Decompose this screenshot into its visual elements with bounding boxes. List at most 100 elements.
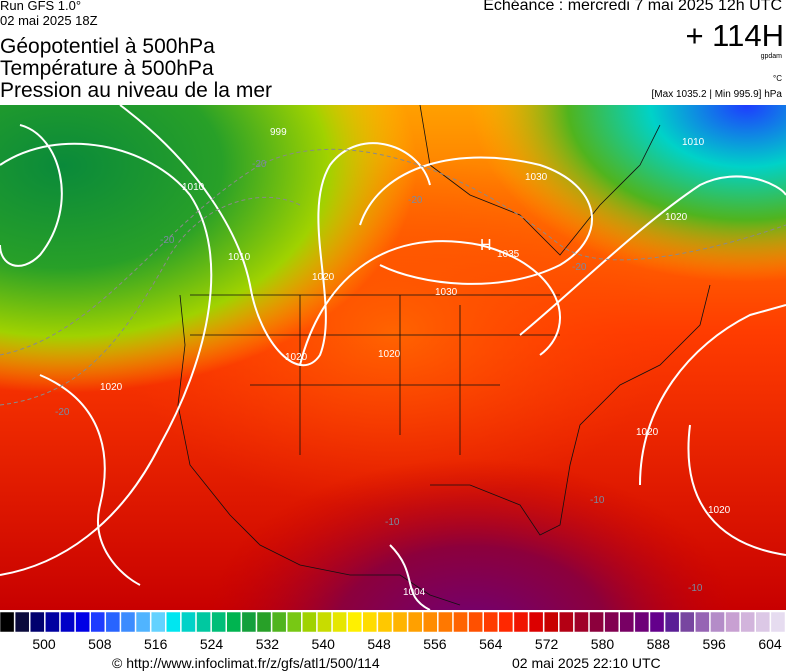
- temp-label: -10: [688, 583, 703, 594]
- colorbar-label: 572: [535, 636, 559, 652]
- high-value: 1035: [497, 249, 520, 260]
- color-swatch: [468, 611, 483, 633]
- isobars: [0, 105, 786, 610]
- temp-label: -20: [572, 262, 587, 273]
- temp-label: -20: [160, 235, 175, 246]
- color-swatch: [166, 611, 181, 633]
- temp-label: -20: [408, 195, 423, 206]
- color-swatch: [271, 611, 287, 633]
- isobar-label: 1020: [665, 212, 688, 223]
- colorbar-label: 532: [256, 636, 280, 652]
- color-swatch: [559, 611, 574, 633]
- color-swatch: [513, 611, 529, 633]
- echeance: Echéance : mercredi 7 mai 2025 12h UTC: [483, 0, 782, 14]
- isobar-label: 1020: [312, 272, 335, 283]
- color-swatch: [755, 611, 771, 633]
- colorbar-label: 596: [702, 636, 726, 652]
- color-swatch: [196, 611, 211, 633]
- colorbar-label: 540: [312, 636, 336, 652]
- colorbar-label: 548: [367, 636, 391, 652]
- color-swatch: [407, 611, 423, 633]
- colorbar: 500 508 516 524 532 540 548 556 564 572 580 588 596 6…: [0, 611, 786, 652]
- colorbar-label: 580: [591, 636, 615, 652]
- color-swatch: [710, 611, 725, 633]
- color-swatch: [438, 611, 453, 633]
- footer-timestamp: 02 mai 2025 22:10 UTC: [512, 655, 661, 671]
- color-swatch: [105, 611, 121, 633]
- color-swatch: [725, 611, 740, 633]
- color-swatch: [498, 611, 514, 633]
- color-swatch: [453, 611, 468, 633]
- color-swatch: [664, 611, 680, 633]
- temp-label: -20: [252, 159, 267, 170]
- colorbar-label: 564: [479, 636, 503, 652]
- color-swatch: [740, 611, 756, 633]
- title: Géopotentiel à 500hPa: [0, 35, 215, 58]
- color-swatch: [770, 611, 786, 633]
- colorbar-label: 524: [200, 636, 224, 652]
- color-swatch: [286, 611, 302, 633]
- color-swatch: [135, 611, 151, 633]
- color-swatch: [347, 611, 363, 633]
- isobar-label: 1030: [525, 172, 548, 183]
- color-swatch: [332, 611, 347, 633]
- color-swatch: [362, 611, 378, 633]
- color-swatch: [634, 611, 650, 633]
- colorbar-label: 604: [758, 636, 782, 652]
- title: Pression au niveau de la mer: [0, 79, 272, 102]
- color-swatch: [377, 611, 393, 633]
- isobar-label: 1004: [403, 587, 426, 598]
- colorbar-label: 556: [423, 636, 447, 652]
- color-swatch: [619, 611, 635, 633]
- color-swatch: [649, 611, 665, 633]
- color-swatch: [226, 611, 242, 633]
- color-swatch: [679, 611, 695, 633]
- color-swatch: [317, 611, 332, 633]
- color-swatch: [589, 611, 604, 633]
- color-swatch: [181, 611, 196, 633]
- unit-geo: gpdam: [760, 53, 782, 60]
- title: Température à 500hPa: [0, 57, 214, 80]
- isobar-label: 999: [270, 127, 287, 138]
- map: 999 1010 1010 1020 1030 1010 1020 1030 1…: [0, 105, 786, 610]
- isobar-label: 1010: [682, 137, 705, 148]
- color-swatch: [256, 611, 272, 633]
- footer-url: © http://www.infoclimat.fr/z/gfs/atl1/50…: [112, 655, 380, 671]
- color-swatch: [14, 611, 30, 633]
- color-swatch: [0, 611, 15, 633]
- color-swatch: [45, 611, 60, 633]
- high-marker: H: [480, 237, 492, 254]
- field: [0, 105, 786, 610]
- color-swatch: [695, 611, 710, 633]
- temp-label: -10: [590, 495, 605, 506]
- color-swatch: [392, 611, 408, 633]
- unit-temp: °C: [773, 74, 782, 83]
- colorbar-label: 588: [647, 636, 671, 652]
- color-swatch: [150, 611, 166, 633]
- color-swatch: [302, 611, 317, 633]
- color-swatch: [211, 611, 226, 633]
- titles: Géopotentiel à 500hPa Température à 500h…: [0, 36, 272, 102]
- color-swatch: [29, 611, 45, 633]
- color-swatch: [120, 611, 136, 633]
- isobar-label: 1020: [708, 505, 731, 516]
- colorbar-label: 500: [32, 636, 56, 652]
- color-swatch: [574, 611, 589, 633]
- isobar-label: 1010: [228, 252, 251, 263]
- color-swatch: [604, 611, 619, 633]
- color-swatch: [528, 611, 544, 633]
- color-swatch: [422, 611, 438, 633]
- temp-label: -20: [55, 407, 70, 418]
- isobar-label: 1020: [636, 427, 659, 438]
- offset: + 114H: [685, 18, 784, 53]
- isobar-label: 1010: [182, 182, 205, 193]
- colorbar-label: 508: [88, 636, 112, 652]
- colorbar-label: 516: [144, 636, 168, 652]
- color-swatch: [241, 611, 257, 633]
- color-swatch: [483, 611, 499, 633]
- run-date: 02 mai 2025 18Z: [0, 13, 98, 28]
- max-min: [Max 1035.2 | Min 995.9] hPa: [651, 89, 782, 100]
- isobar-label: 1030: [435, 287, 458, 298]
- color-swatch: [75, 611, 90, 633]
